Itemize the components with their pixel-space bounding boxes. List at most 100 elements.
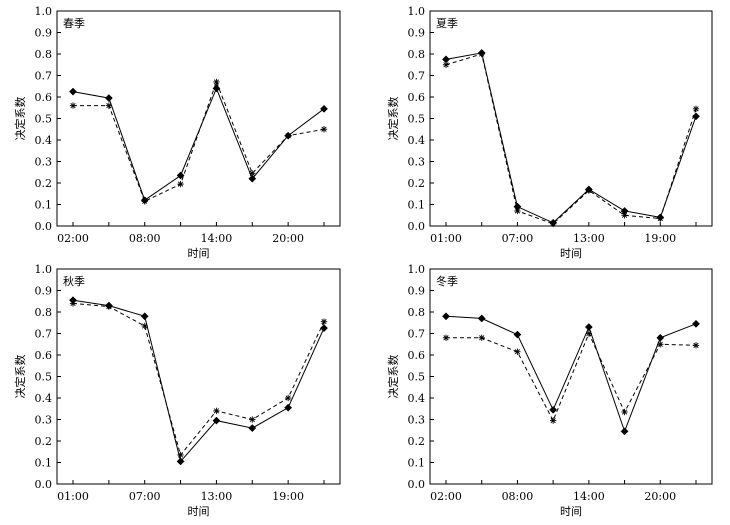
y-axis-title: 决定系数 (13, 355, 27, 399)
asterisk-stroke (514, 208, 521, 214)
y-tick-label: 1.0 (35, 263, 53, 276)
x-axis-title: 时间 (188, 247, 210, 260)
y-tick-label: 0.6 (35, 91, 53, 104)
data-point-asterisk (692, 342, 700, 349)
asterisk-stroke (514, 349, 521, 355)
y-tick-label: 0.8 (35, 306, 53, 319)
data-point-diamond (176, 457, 185, 466)
asterisk-stroke (249, 416, 255, 423)
data-point-asterisk (585, 330, 593, 337)
series-line-dashed-asterisk (445, 53, 697, 225)
chart-panel-2: 0.0 0.1 0.2 0.3 0.4 0.5 0.6 0.7 0.8 0.9 1.0 01:00 07… (386, 5, 713, 260)
x-tick-label: 13:00 (573, 232, 605, 245)
chart-panel-3: 0.0 0.1 0.2 0.3 0.4 0.5 0.6 0.7 0.8 0.9 1.0 01:00 07… (13, 263, 341, 518)
data-point-asterisk (692, 105, 700, 113)
asterisk-stroke (177, 452, 184, 458)
data-point-asterisk (478, 50, 485, 58)
y-tick-label: 0.7 (408, 70, 426, 83)
y-tick-label: 0.3 (408, 414, 426, 427)
x-tick-label: 19:00 (272, 490, 304, 503)
y-tick-label: 0.1 (408, 457, 426, 470)
asterisk-stroke (321, 319, 327, 325)
series-line-solid-diamond (445, 315, 697, 433)
data-point-diamond (584, 323, 593, 332)
data-point-asterisk (69, 300, 77, 307)
data-point-asterisk (549, 220, 557, 228)
x-tick-label: 02:00 (430, 490, 462, 503)
y-tick-label: 0.6 (35, 349, 53, 362)
data-point-asterisk (442, 61, 450, 68)
y-tick-label: 0.4 (408, 392, 426, 405)
data-point-asterisk (514, 207, 521, 215)
y-tick-label: 0.3 (35, 414, 53, 427)
panel-title: 秋季 (63, 274, 85, 288)
data-point-asterisk (657, 215, 664, 222)
data-point-diamond (176, 171, 185, 180)
data-point-asterisk (621, 212, 628, 219)
asterisk-stroke (479, 335, 485, 341)
data-point-diamond (549, 405, 558, 414)
y-tick-label: 0.9 (408, 27, 426, 40)
data-point-diamond (620, 427, 629, 436)
y-tick-label: 0.2 (35, 177, 53, 190)
y-tick-label: 0.9 (408, 285, 426, 298)
y-tick-label: 0.0 (35, 220, 53, 233)
chart-panel-4: 0.0 0.1 0.2 0.3 0.4 0.5 0.6 0.7 0.8 0.9 1.0 02:00 08… (386, 263, 713, 518)
asterisk-stroke (213, 79, 220, 85)
asterisk-stroke (657, 341, 663, 347)
data-point-diamond (320, 324, 328, 333)
asterisk-stroke (285, 395, 291, 401)
asterisk-stroke (693, 106, 699, 112)
data-point-diamond (140, 312, 149, 321)
y-tick-label: 0.5 (35, 113, 53, 126)
asterisk-stroke (142, 323, 148, 329)
data-point-diamond (104, 94, 113, 103)
y-tick-label: 0.1 (35, 199, 53, 212)
x-tick-label: 02:00 (57, 232, 89, 245)
y-tick-label: 0.2 (408, 435, 426, 448)
y-tick-label: 0.6 (408, 91, 426, 104)
panel-title: 春季 (63, 17, 85, 30)
asterisk-stroke (213, 408, 220, 414)
asterisk-stroke (550, 221, 556, 227)
data-point-asterisk (549, 417, 557, 424)
data-point-asterisk (177, 451, 184, 459)
x-tick-label: 01:00 (57, 490, 89, 503)
asterisk-stroke (70, 102, 76, 109)
y-tick-label: 0.4 (35, 134, 53, 147)
data-point-diamond (320, 104, 328, 113)
plot-frame (56, 10, 341, 227)
y-axis-title: 决定系数 (386, 355, 400, 399)
x-tick-label: 14:00 (201, 232, 233, 245)
data-point-asterisk (177, 180, 184, 188)
y-tick-label: 0.9 (35, 27, 53, 40)
data-point-diamond (442, 312, 450, 321)
y-axis-title: 决定系数 (13, 97, 27, 141)
asterisk-stroke (621, 409, 628, 415)
data-point-asterisk (514, 348, 521, 355)
asterisk-stroke (443, 335, 449, 341)
asterisk-stroke (321, 126, 327, 132)
y-tick-label: 1.0 (35, 5, 53, 18)
data-point-diamond (513, 330, 522, 339)
y-tick-label: 0.7 (35, 328, 53, 341)
data-point-asterisk (320, 318, 328, 325)
x-tick-label: 14:00 (573, 490, 605, 503)
data-point-asterisk (621, 408, 628, 416)
y-tick-label: 0.7 (408, 328, 426, 341)
asterisk-stroke (550, 417, 556, 424)
y-tick-label: 0.5 (35, 371, 53, 384)
x-tick-label: 07:00 (129, 490, 161, 503)
asterisk-stroke (285, 133, 291, 139)
y-tick-label: 0.7 (35, 70, 53, 83)
data-point-diamond (248, 424, 257, 433)
data-point-asterisk (249, 416, 256, 423)
y-axis-title: 决定系数 (386, 97, 400, 141)
data-point-asterisk (284, 132, 292, 139)
asterisk-stroke (70, 300, 76, 307)
data-point-diamond (692, 319, 700, 328)
x-axis-title: 时间 (188, 505, 210, 518)
y-tick-label: 0.3 (35, 156, 53, 169)
series-line-dashed-asterisk (446, 332, 697, 422)
